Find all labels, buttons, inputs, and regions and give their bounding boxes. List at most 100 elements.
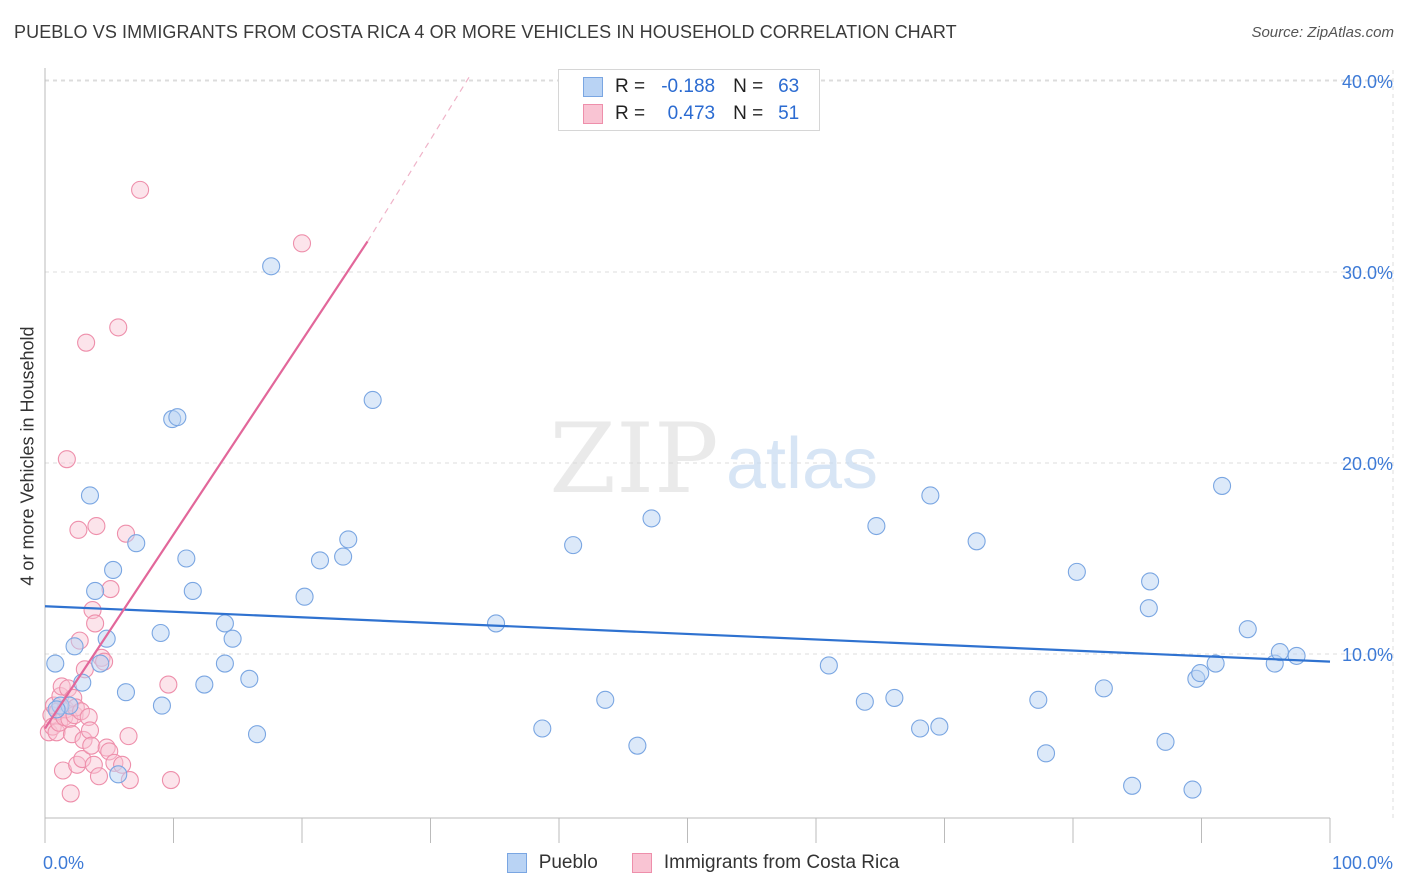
- data-point-pueblo: [339, 530, 358, 549]
- data-point-pueblo: [363, 390, 382, 410]
- legend-n-label: N =: [733, 76, 764, 97]
- legend-r-label: R =: [615, 76, 646, 97]
- data-point-pueblo: [486, 614, 506, 633]
- data-point-pueblo: [1123, 776, 1142, 795]
- legend-r-value-costa-rica: 0.473: [667, 103, 716, 124]
- data-point-pueblo: [533, 719, 552, 738]
- data-point-pueblo: [921, 486, 940, 505]
- data-point-costa-rica: [131, 180, 150, 199]
- data-point-pueblo: [104, 560, 123, 580]
- data-point-costa-rica: [109, 318, 128, 337]
- data-point-pueblo: [295, 587, 314, 606]
- y-tick-label: 20.0%: [1342, 454, 1393, 474]
- data-point-costa-rica: [119, 727, 138, 746]
- y-tick-label: 10.0%: [1342, 645, 1393, 665]
- data-point-costa-rica: [159, 675, 178, 694]
- data-point-costa-rica: [100, 742, 119, 761]
- legend-n-value-costa-rica: 51: [778, 103, 800, 124]
- data-point-pueblo: [819, 656, 838, 675]
- y-tick-label: 40.0%: [1342, 72, 1393, 92]
- watermark: ZIP atlas: [549, 403, 878, 515]
- data-point-pueblo: [152, 696, 171, 715]
- chart-title: PUEBLO VS IMMIGRANTS FROM COSTA RICA 4 O…: [14, 22, 957, 42]
- data-point-pueblo: [1206, 654, 1225, 673]
- data-point-pueblo: [80, 486, 100, 505]
- data-point-costa-rica: [73, 749, 92, 769]
- data-point-pueblo: [642, 509, 661, 528]
- data-point-pueblo: [215, 614, 234, 633]
- data-point-costa-rica: [82, 736, 101, 755]
- data-point-pueblo: [596, 690, 615, 709]
- data-point-pueblo: [177, 549, 196, 568]
- data-point-pueblo: [168, 408, 187, 427]
- data-point-pueblo: [46, 654, 65, 673]
- data-point-costa-rica: [84, 755, 103, 774]
- trend-line-pueblo: [44, 605, 1331, 663]
- data-point-costa-rica: [161, 771, 180, 790]
- data-point-pueblo: [867, 516, 886, 536]
- data-point-pueblo: [930, 717, 949, 736]
- legend-n-value-pueblo: 63: [778, 76, 800, 97]
- data-point-pueblo: [247, 725, 267, 744]
- data-point-pueblo: [262, 257, 281, 276]
- data-point-pueblo: [151, 623, 170, 643]
- data-point-costa-rica: [77, 333, 96, 352]
- legend-swatch-costa-rica: [583, 104, 603, 124]
- source-label: Source: ZipAtlas.com: [1251, 24, 1394, 41]
- series-legend: Pueblo Immigrants from Costa Rica: [0, 852, 1406, 874]
- x-tick-label: 100.0%: [1332, 853, 1393, 873]
- data-point-pueblo: [1156, 732, 1175, 751]
- data-point-costa-rica: [80, 721, 100, 740]
- data-point-pueblo: [1036, 744, 1056, 763]
- data-point-pueblo: [1183, 780, 1202, 799]
- data-point-pueblo: [855, 692, 874, 711]
- data-point-pueblo: [310, 551, 330, 570]
- tick-labels: 10.0% 20.0% 30.0% 40.0% 0.0% 100.0%: [43, 72, 1393, 873]
- data-point-pueblo: [116, 683, 136, 702]
- data-point-pueblo: [127, 534, 146, 553]
- series-pueblo-points: [46, 257, 1306, 799]
- data-point-pueblo: [195, 675, 214, 694]
- axes: [44, 68, 1331, 843]
- series-legend-label-costa-rica: Immigrants from Costa Rica: [663, 852, 900, 873]
- legend-row-costa-rica: R = 0.473 N = 51: [583, 102, 799, 126]
- data-point-costa-rica: [87, 516, 106, 536]
- watermark-zip: ZIP: [549, 403, 718, 515]
- data-point-costa-rica: [57, 450, 76, 469]
- series-legend-swatch-pueblo: [506, 853, 527, 873]
- data-point-pueblo: [86, 581, 105, 601]
- x-tick-label: 0.0%: [43, 853, 84, 873]
- data-point-pueblo: [240, 669, 259, 688]
- data-point-pueblo: [911, 719, 930, 738]
- series-legend-costa-rica: Immigrants from Costa Rica: [631, 852, 900, 874]
- data-point-pueblo: [967, 532, 986, 551]
- data-point-pueblo: [65, 637, 84, 656]
- series-legend-pueblo: Pueblo: [506, 852, 598, 874]
- data-point-pueblo: [1287, 646, 1306, 665]
- data-point-pueblo: [1191, 664, 1210, 683]
- data-point-pueblo: [628, 736, 647, 755]
- legend-swatch-pueblo: [583, 77, 603, 97]
- data-point-costa-rica: [83, 601, 102, 620]
- series-legend-swatch-costa-rica: [631, 853, 652, 873]
- data-point-pueblo: [91, 654, 110, 673]
- data-point-pueblo: [885, 688, 904, 707]
- data-point-pueblo: [223, 629, 242, 648]
- data-point-pueblo: [183, 581, 202, 601]
- series-legend-label-pueblo: Pueblo: [538, 852, 598, 873]
- trend-line-costa-rica-extension: [367, 76, 470, 242]
- data-point-costa-rica: [62, 725, 82, 744]
- correlation-legend: R = -0.188 N = 63 R = 0.473 N = 51: [558, 69, 820, 131]
- data-point-pueblo: [1238, 620, 1257, 639]
- legend-row-pueblo: R = -0.188 N = 63: [583, 75, 799, 99]
- data-point-pueblo: [109, 765, 128, 784]
- trend-lines: [44, 76, 1331, 730]
- data-point-costa-rica: [292, 234, 312, 253]
- legend-n-label: N =: [733, 103, 764, 124]
- data-point-costa-rica: [101, 580, 120, 599]
- data-point-pueblo: [564, 536, 583, 555]
- data-point-pueblo: [1094, 679, 1113, 698]
- trend-line-costa-rica: [44, 240, 369, 730]
- data-point-pueblo: [215, 654, 234, 673]
